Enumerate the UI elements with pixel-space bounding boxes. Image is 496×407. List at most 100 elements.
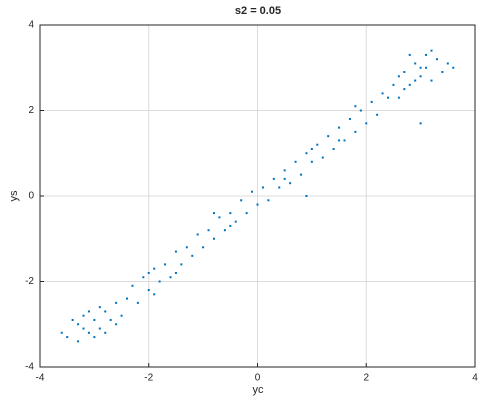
point bbox=[164, 263, 167, 266]
point bbox=[365, 122, 368, 125]
point bbox=[294, 160, 297, 163]
point bbox=[185, 246, 188, 249]
point bbox=[229, 224, 232, 227]
point bbox=[267, 199, 270, 202]
point bbox=[387, 96, 389, 99]
x-axis-label: yc bbox=[253, 384, 265, 396]
point bbox=[408, 83, 411, 86]
point bbox=[251, 190, 254, 193]
x-tick-label: 0 bbox=[255, 373, 261, 384]
point bbox=[381, 92, 384, 95]
y-tick-label: 2 bbox=[28, 105, 34, 116]
point bbox=[332, 147, 335, 150]
point bbox=[310, 160, 313, 163]
point bbox=[419, 122, 422, 125]
point bbox=[87, 331, 90, 334]
point bbox=[191, 254, 194, 257]
point bbox=[414, 62, 417, 65]
point bbox=[452, 66, 455, 69]
point bbox=[213, 237, 215, 240]
point bbox=[392, 83, 395, 86]
point bbox=[207, 229, 210, 232]
point bbox=[213, 212, 215, 215]
point bbox=[289, 182, 292, 185]
point bbox=[115, 323, 118, 326]
point bbox=[153, 293, 156, 296]
point bbox=[305, 152, 308, 155]
point bbox=[316, 143, 319, 146]
point bbox=[338, 126, 341, 129]
point bbox=[174, 271, 177, 274]
point bbox=[354, 130, 357, 133]
point bbox=[430, 79, 433, 82]
point bbox=[147, 289, 150, 292]
point bbox=[327, 135, 330, 138]
point bbox=[126, 297, 128, 300]
point bbox=[300, 173, 302, 176]
point bbox=[261, 186, 264, 189]
point bbox=[397, 75, 400, 78]
point bbox=[425, 53, 428, 56]
chart-title: s2 = 0.05 bbox=[235, 5, 281, 17]
point bbox=[77, 340, 80, 343]
point bbox=[142, 276, 145, 279]
point bbox=[256, 203, 259, 206]
point bbox=[359, 109, 362, 112]
point bbox=[218, 216, 221, 219]
point bbox=[403, 88, 406, 91]
point bbox=[348, 118, 351, 121]
y-tick-label: 0 bbox=[28, 191, 34, 202]
point bbox=[158, 280, 161, 283]
point bbox=[196, 233, 199, 236]
point bbox=[104, 310, 107, 313]
y-axis-label: ys bbox=[8, 190, 20, 202]
point bbox=[87, 310, 90, 313]
point bbox=[403, 71, 406, 74]
point bbox=[321, 156, 324, 159]
point bbox=[408, 53, 411, 56]
point bbox=[435, 58, 438, 61]
point bbox=[120, 314, 123, 317]
point bbox=[414, 79, 417, 82]
point bbox=[397, 96, 400, 99]
point bbox=[425, 66, 428, 69]
y-tick-label: 4 bbox=[28, 20, 34, 31]
point bbox=[305, 195, 308, 197]
point bbox=[376, 113, 379, 116]
point bbox=[278, 186, 281, 189]
point bbox=[115, 301, 118, 304]
point bbox=[109, 318, 112, 321]
point bbox=[169, 276, 172, 279]
x-tick-label: -4 bbox=[36, 373, 45, 384]
point bbox=[223, 229, 226, 232]
point bbox=[272, 177, 275, 180]
point bbox=[419, 75, 422, 78]
point bbox=[343, 139, 346, 142]
point bbox=[136, 301, 139, 304]
point bbox=[441, 71, 444, 74]
point bbox=[430, 49, 433, 52]
point bbox=[245, 212, 248, 215]
point bbox=[310, 147, 313, 150]
y-tick-label: -2 bbox=[25, 276, 34, 287]
point bbox=[98, 306, 101, 309]
point bbox=[71, 318, 74, 321]
point bbox=[446, 62, 449, 65]
point bbox=[283, 177, 286, 180]
point bbox=[60, 331, 63, 334]
point bbox=[283, 169, 286, 172]
point bbox=[338, 139, 341, 142]
point bbox=[147, 271, 150, 274]
point bbox=[202, 246, 205, 249]
point bbox=[98, 327, 101, 330]
point bbox=[131, 284, 134, 287]
point bbox=[229, 212, 232, 215]
point bbox=[180, 263, 183, 266]
point bbox=[240, 199, 243, 202]
points bbox=[60, 49, 455, 343]
point bbox=[93, 318, 96, 321]
point bbox=[419, 66, 422, 69]
point bbox=[77, 323, 80, 326]
point bbox=[153, 267, 156, 270]
